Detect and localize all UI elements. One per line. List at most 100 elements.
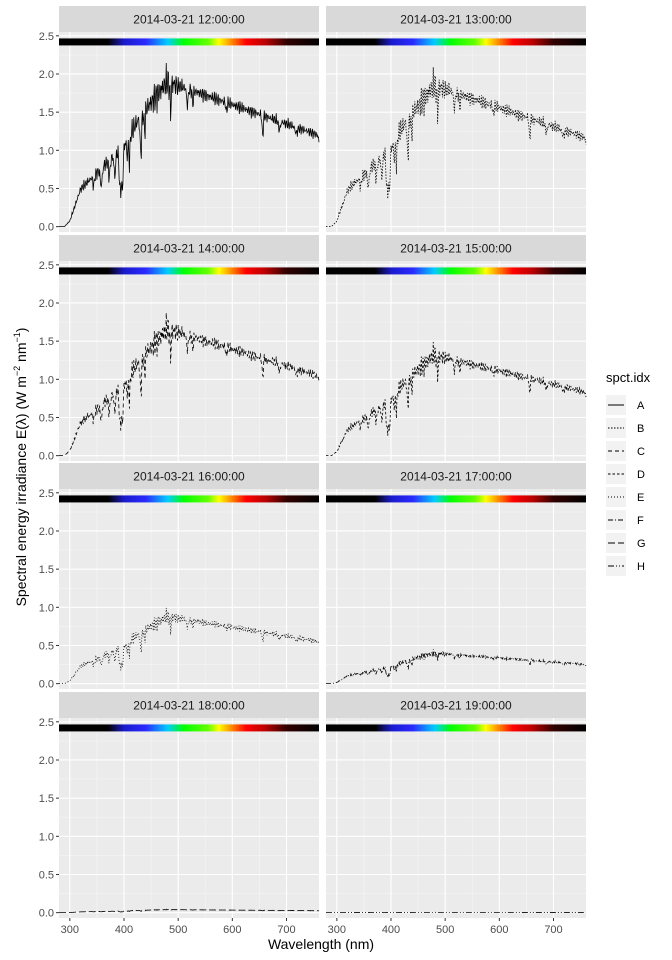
x-tick-label: 300 (328, 924, 346, 936)
y-tick-label: 2.5 (39, 260, 54, 272)
legend-key-bg (606, 464, 626, 484)
facet-panels: 2014-03-21 12:00:000.00.51.01.52.02.5201… (39, 6, 587, 936)
wavelength-color-bar (326, 495, 586, 503)
panel-f: 2014-03-21 17:00:00 (326, 463, 587, 689)
wavelength-color-bar (59, 38, 319, 46)
legend-label: D (637, 469, 645, 481)
y-tick-label: 0.5 (39, 640, 54, 652)
series-line-e (59, 607, 320, 685)
facet-strip-label: 2014-03-21 19:00:00 (400, 699, 512, 713)
series-line-f (326, 649, 587, 685)
facet-strip (326, 692, 586, 718)
y-title-close: ) (13, 328, 29, 333)
facet-strip-label: 2014-03-21 12:00:00 (133, 13, 245, 27)
legend-title: spct.idx (606, 370, 651, 385)
facet-strip (59, 463, 319, 489)
facet-strip (326, 235, 586, 261)
y-tick-label: 0.0 (39, 908, 54, 920)
legend-key-bg (606, 487, 626, 507)
y-tick-label: 1.0 (39, 145, 54, 157)
x-tick-label: 300 (61, 924, 79, 936)
y-tick-label: 2.5 (39, 717, 54, 729)
legend-label: B (637, 423, 644, 435)
y-tick-label: 2.5 (39, 488, 54, 500)
x-tick-label: 400 (382, 924, 400, 936)
legend-item-e: E (606, 487, 644, 507)
panel-background (326, 261, 586, 461)
x-tick-label: 700 (277, 924, 295, 936)
panel-background (326, 718, 586, 918)
y-title-lambda: λ (13, 418, 29, 425)
wavelength-color-bar (326, 38, 586, 46)
series-line-a (59, 62, 320, 228)
wavelength-color-bar (326, 724, 586, 732)
y-tick-label: 0.5 (39, 869, 54, 881)
panel-c: 2014-03-21 14:00:00 0.0 0.5 1.0 1.5 2.0 2.5 (39, 235, 320, 463)
wavelength-color-bar (59, 495, 319, 503)
facet-strip (326, 6, 586, 32)
wavelength-color-bar (59, 267, 319, 275)
y-tick-label: 2.5 (39, 31, 54, 43)
x-tick-label: 400 (115, 924, 133, 936)
y-tick-label: 1.0 (39, 831, 54, 843)
panel-background (326, 32, 586, 232)
legend-label: H (637, 561, 645, 573)
panel-background (59, 718, 319, 918)
y-tick-label: 1.5 (39, 793, 54, 805)
legend-label: A (637, 400, 645, 412)
y-tick-label: 2.0 (39, 69, 54, 81)
series-line-c (59, 312, 320, 457)
legend-item-f: F (606, 510, 644, 530)
panel-background (59, 261, 319, 461)
legend-item-g: G (606, 533, 646, 553)
y-title-units: ) (W m (13, 376, 29, 418)
y-tick-label: 2.0 (39, 755, 54, 767)
legend-label: E (637, 492, 644, 504)
legend-item-c: C (606, 441, 645, 461)
panel-background (59, 489, 319, 689)
y-tick-label: 1.0 (39, 602, 54, 614)
y-tick-label: 0.0 (39, 222, 54, 234)
series-line-b (326, 67, 587, 228)
x-tick-label: 600 (490, 924, 508, 936)
wavelength-color-bar (326, 267, 586, 275)
legend-key-bg (606, 418, 626, 438)
facet-strip-label: 2014-03-21 16:00:00 (133, 470, 245, 484)
legend-key-bg (606, 533, 626, 553)
panel-a: 2014-03-21 12:00:00 0.0 0.5 1.0 1.5 2.0 2.5 (39, 6, 320, 234)
facet-strip (59, 692, 319, 718)
y-title-exponent-2: −1 (12, 332, 22, 342)
legend-label: F (637, 515, 644, 527)
panel-h: 2014-03-21 19:00:00 300 400 500 600 700 (326, 692, 587, 936)
panel-e: 2014-03-21 16:00:00 0.0 0.5 1.0 1.5 2.0 2.5 (39, 463, 320, 691)
y-axis-title: Spectral energy irradiance E(λ) (W m−2 n… (12, 328, 29, 607)
wavelength-color-bar (59, 724, 319, 732)
y-tick-label: 1.5 (39, 336, 54, 348)
x-tick-label: 600 (223, 924, 241, 936)
legend-label: G (637, 538, 646, 550)
facet-strip-label: 2014-03-21 17:00:00 (400, 470, 512, 484)
y-axis-title-text: Spectral energy irradiance E(λ) (W m−2 n… (12, 328, 29, 607)
facet-strip-label: 2014-03-21 13:00:00 (400, 13, 512, 27)
y-tick-label: 0.5 (39, 412, 54, 424)
y-tick-label: 0.0 (39, 679, 54, 691)
series-line-d (326, 341, 587, 457)
y-tick-label: 1.5 (39, 107, 54, 119)
legend-item-a: A (606, 395, 645, 415)
legend-label: C (637, 446, 645, 458)
facet-strip (326, 463, 586, 489)
x-tick-label: 500 (169, 924, 187, 936)
legend-item-b: B (606, 418, 644, 438)
y-tick-label: 0.5 (39, 183, 54, 195)
legend-item-h: H (606, 556, 645, 576)
y-title-main: Spectral energy irradiance E( (13, 425, 29, 607)
y-title-nm: nm (13, 343, 29, 366)
y-tick-label: 2.0 (39, 298, 54, 310)
facet-strip (59, 235, 319, 261)
y-tick-label: 1.5 (39, 564, 54, 576)
series-line-g (59, 908, 320, 914)
panel-background (326, 489, 586, 689)
panel-g: 2014-03-21 18:00:00 0.0 0.5 1.0 1.5 2.0 2.5 300… (39, 692, 320, 936)
